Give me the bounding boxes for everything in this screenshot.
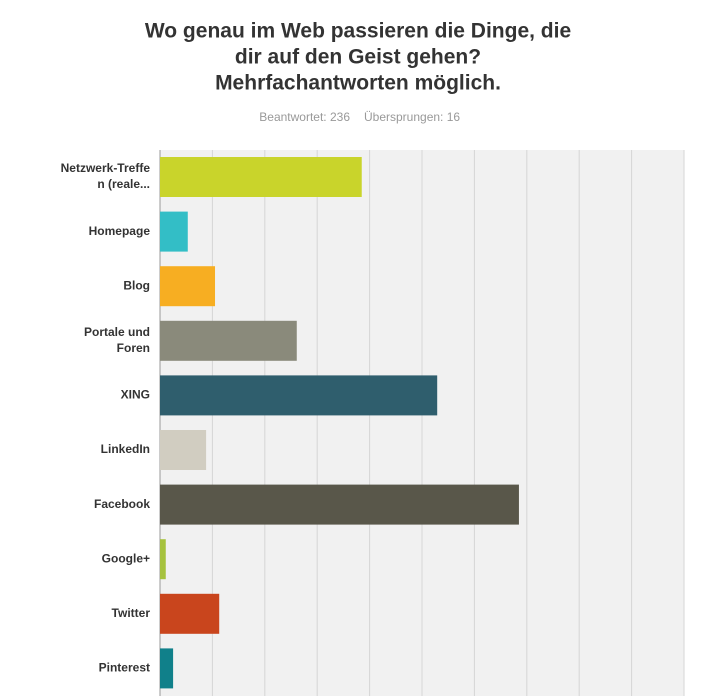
bar xyxy=(160,430,207,470)
category-label: Pinterest xyxy=(99,661,150,675)
bar xyxy=(160,593,220,634)
category-label: LinkedIn xyxy=(101,442,150,456)
bar xyxy=(160,648,174,689)
category-label: XING xyxy=(121,388,150,402)
category-label: n (reale... xyxy=(97,177,150,191)
chart-title: dir auf den Geist gehen? xyxy=(235,46,481,69)
answered-count: Beantwortet: 236 xyxy=(259,110,350,124)
bar xyxy=(160,320,297,361)
category-label: Facebook xyxy=(94,497,150,511)
category-label: Netzwerk-Treffe xyxy=(61,161,151,175)
bar xyxy=(160,211,188,252)
bar xyxy=(160,539,166,580)
skipped-count: Übersprungen: 16 xyxy=(364,110,460,124)
category-label: Portale und xyxy=(84,325,150,339)
category-label: Twitter xyxy=(112,606,151,620)
category-label: Blog xyxy=(123,278,150,292)
category-label: Homepage xyxy=(89,224,151,238)
bar xyxy=(160,484,519,525)
chart-title: Mehrfachantworten möglich. xyxy=(215,72,501,95)
bar xyxy=(160,266,216,307)
bar xyxy=(160,157,362,197)
category-label: Foren xyxy=(117,341,150,355)
chart-title: Wo genau im Web passieren die Dinge, die xyxy=(145,20,571,43)
bar xyxy=(160,375,438,416)
category-label: Google+ xyxy=(102,551,150,565)
